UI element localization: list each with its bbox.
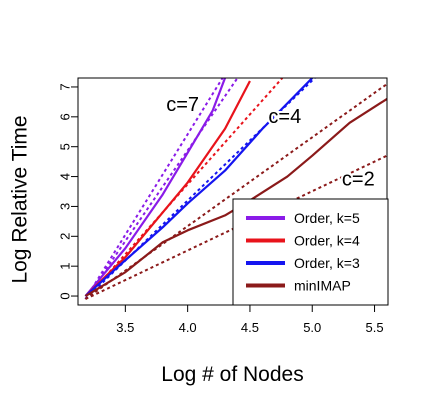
x-axis: 3.5 4.0 4.5 5.0 5.5 [116, 304, 384, 335]
x-tick-label: 4.5 [241, 320, 259, 335]
y-tick-label: 4 [58, 173, 73, 180]
y-tick-label: 0 [58, 292, 73, 299]
series-line-3 [84, 78, 314, 297]
annotation-label-3: c=2 [342, 169, 375, 191]
legend-label: minIMAP [294, 278, 351, 294]
legend-label: Order, k=5 [294, 210, 360, 226]
series-line-2 [84, 80, 251, 297]
reference-line-3 [84, 78, 284, 300]
data-layer [84, 78, 387, 300]
y-tick-label: 6 [58, 113, 73, 120]
y-tick-label: 5 [58, 143, 73, 150]
annotation-label-1: c=7 [166, 94, 199, 116]
reference-line-6 [85, 154, 387, 300]
reference-line-1 [84, 78, 224, 300]
reference-line-2 [84, 78, 239, 300]
y-axis-label: Log Relative Time [9, 115, 32, 283]
annotations: c=7 c=4 c=2 [164, 92, 376, 193]
x-tick-label: 4.0 [179, 320, 197, 335]
legend: Order, k=5 Order, k=4 Order, k=3 minIMAP [232, 198, 389, 306]
annotation-label-2: c=4 [268, 106, 301, 128]
legend-label: Order, k=3 [294, 255, 360, 271]
y-axis: 0 1 2 3 4 5 6 7 [58, 83, 79, 300]
y-tick-label: 7 [58, 83, 73, 90]
x-axis-label: Log # of Nodes [161, 363, 303, 386]
x-tick-label: 5.0 [303, 320, 321, 335]
x-tick-label: 5.5 [366, 320, 384, 335]
legend-label: Order, k=4 [294, 233, 360, 249]
y-tick-label: 2 [58, 233, 73, 240]
series-line-1 [84, 78, 227, 297]
x-tick-label: 3.5 [116, 320, 134, 335]
y-tick-label: 3 [58, 203, 73, 210]
y-tick-label: 1 [58, 263, 73, 270]
